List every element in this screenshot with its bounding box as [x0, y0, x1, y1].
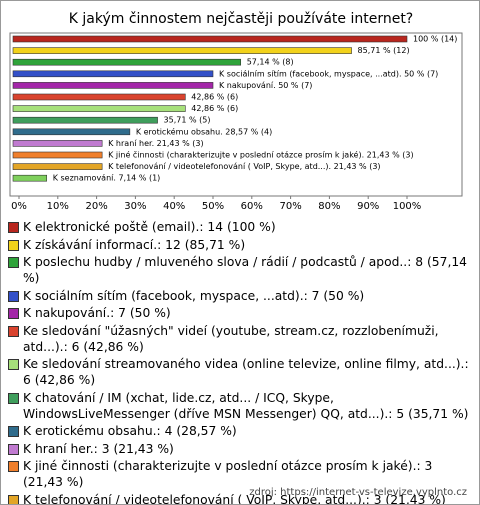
legend-label: K nakupování.: 7 (50 %)	[23, 306, 171, 320]
bar	[12, 151, 103, 159]
legend-item: K erotickému obsahu.: 4 (28,57 %)	[7, 423, 471, 439]
bar	[12, 105, 186, 112]
legend-label: Ke sledování "úžasných" videí (youtube, …	[23, 323, 439, 354]
value-label: K sociálním sítím (facebook, myspace, ..…	[219, 69, 438, 78]
legend-label: K získávání informací.: 12 (85,71 %)	[23, 237, 246, 252]
legend-label: K sociálním sítím (facebook, myspace, ..…	[23, 288, 365, 303]
legend-swatch	[8, 494, 19, 504]
x-tick-label: 90%	[357, 201, 379, 212]
value-label: K hraní her. 21,43 % (3)	[108, 139, 203, 148]
legend-label: K elektronické poště (email).: 14 (100 %…	[23, 220, 276, 234]
bar	[12, 116, 158, 124]
legend-item: K nakupování.: 7 (50 %)	[7, 305, 471, 321]
x-tick-label: 0%	[11, 201, 27, 212]
x-tick-label: 40%	[163, 201, 185, 212]
legend-swatch	[8, 392, 19, 404]
x-tick-label: 30%	[124, 201, 146, 212]
legend-label: K chatování / IM (xchat, lide.cz, atd...…	[23, 390, 469, 421]
value-label: 42,86 % (6)	[191, 104, 238, 113]
x-tick-label: 50%	[202, 201, 224, 212]
value-label: 85,71 % (12)	[358, 46, 410, 55]
bar	[12, 47, 352, 54]
plot-frame	[9, 32, 463, 197]
value-label: K erotickému obsahu. 28,57 % (4)	[136, 126, 272, 136]
bar	[12, 128, 131, 136]
value-label: K seznamování. 7,14 % (1)	[53, 174, 161, 183]
bar	[12, 93, 186, 101]
legend-label: K poslechu hudby / mluveného slova / rád…	[23, 255, 467, 285]
legend-swatch	[8, 325, 19, 337]
bar	[12, 70, 214, 78]
bar	[12, 58, 242, 66]
value-label: K nakupování. 50 % (7)	[219, 81, 312, 90]
legend-item: K jiné činnosti (charakterizujte v posle…	[7, 458, 471, 490]
chart-title: K jakým činnostem nejčastěji používáte i…	[69, 11, 414, 27]
legend-item: K hraní her.: 3 (21,43 %)	[7, 441, 471, 457]
chart: K jakým činnostem nejčastěji používáte i…	[9, 11, 463, 212]
value-label: 42,86 % (6)	[191, 93, 238, 102]
legend-item: K chatování / IM (xchat, lide.cz, atd...…	[7, 390, 471, 422]
value-label: 100 % (14)	[413, 35, 457, 44]
legend-swatch	[8, 239, 19, 251]
legend-swatch	[8, 443, 19, 455]
x-tick-label: 80%	[318, 201, 340, 212]
value-label: 35,71 % (5)	[164, 116, 211, 125]
bar	[12, 140, 103, 147]
legend-label: Ke sledování streamovaného videa (online…	[23, 357, 469, 387]
legend-item: Ke sledování streamovaného videa (online…	[7, 356, 471, 388]
legend-label: K telefonování / videotelefonování ( VoI…	[23, 492, 446, 505]
legend-swatch	[8, 461, 19, 472]
source: zdroj: https://internet-vs-televize.vypl…	[249, 487, 467, 498]
legend-swatch	[8, 426, 19, 437]
x-tick-label: 100%	[393, 201, 422, 212]
legend-item: K poslechu hudby / mluveného slova / rád…	[7, 254, 471, 286]
x-tick-label: 10%	[47, 201, 69, 212]
legend-item: Ke sledování "úžasných" videí (youtube, …	[7, 323, 471, 355]
legend-swatch	[8, 222, 19, 233]
value-label: K telefonování / videotelefonování ( VoI…	[108, 162, 380, 171]
legend-label: K jiné činnosti (charakterizujte v posle…	[23, 459, 433, 489]
legend-item: K získávání informací.: 12 (85,71 %)	[7, 237, 471, 253]
legend: K elektronické poště (email).: 14 (100 %…	[7, 219, 471, 505]
bar	[12, 35, 408, 43]
legend-item: K sociálním sítím (facebook, myspace, ..…	[7, 288, 471, 304]
bar	[12, 163, 103, 170]
legend-item: K telefonování / videotelefonování ( VoI…	[7, 492, 471, 505]
legend-swatch	[8, 257, 19, 268]
legend-swatch	[8, 359, 19, 370]
legend-label: K erotickému obsahu.: 4 (28,57 %)	[23, 424, 237, 438]
value-label: 57,14 % (8)	[247, 58, 294, 67]
x-tick-label: 60%	[241, 201, 263, 212]
bar	[12, 174, 48, 182]
x-tick-label: 20%	[85, 201, 107, 212]
x-tick-label: 70%	[279, 201, 301, 212]
value-label: K jiné činnosti (charakterizujte v posle…	[108, 150, 413, 160]
legend-swatch	[8, 308, 19, 319]
legend-swatch	[8, 290, 19, 302]
legend-item: K elektronické poště (email).: 14 (100 %…	[7, 219, 471, 235]
bar	[12, 82, 214, 89]
legend-label: K hraní her.: 3 (21,43 %)	[23, 441, 174, 456]
